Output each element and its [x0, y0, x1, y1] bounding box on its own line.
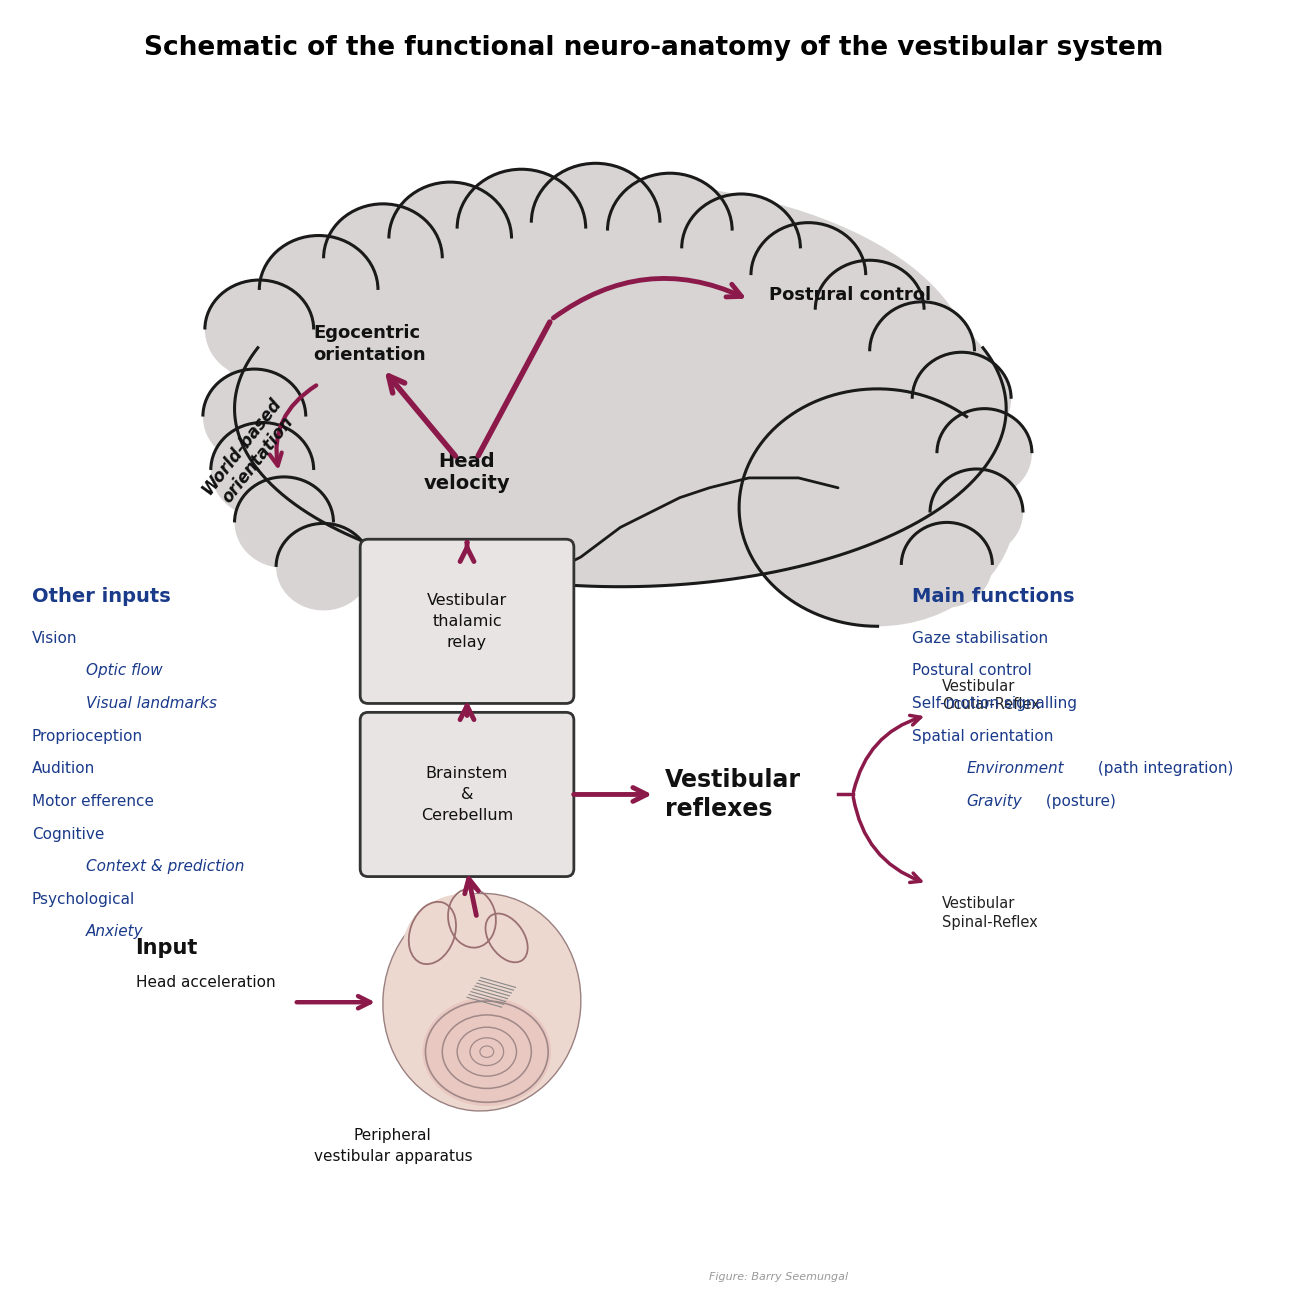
Text: Motor efference: Motor efference	[31, 794, 154, 808]
Ellipse shape	[203, 370, 306, 464]
Text: Vestibular
reflexes: Vestibular reflexes	[664, 768, 800, 821]
Text: Gaze stabilisation: Gaze stabilisation	[912, 631, 1048, 645]
Text: Egocentric
orientation: Egocentric orientation	[314, 324, 426, 364]
Text: Postural control: Postural control	[912, 663, 1032, 678]
Ellipse shape	[901, 522, 993, 607]
Text: Other inputs: Other inputs	[31, 588, 170, 606]
Text: Vestibular
Ocular-Reflex: Vestibular Ocular-Reflex	[942, 679, 1040, 712]
Text: Visual landmarks: Visual landmarks	[86, 696, 217, 710]
Text: Cognitive: Cognitive	[31, 827, 105, 841]
Ellipse shape	[607, 174, 732, 287]
Text: Gravity: Gravity	[967, 794, 1023, 808]
Ellipse shape	[276, 524, 371, 610]
Ellipse shape	[234, 477, 334, 568]
Text: Schematic of the functional neuro-anatomy of the vestibular system: Schematic of the functional neuro-anatom…	[144, 35, 1164, 60]
Text: Head acceleration: Head acceleration	[136, 976, 275, 990]
Ellipse shape	[422, 998, 551, 1106]
Text: Figure: Barry Seemungal: Figure: Barry Seemungal	[709, 1272, 848, 1282]
Ellipse shape	[912, 353, 1011, 445]
Text: Optic flow: Optic flow	[86, 663, 162, 678]
Ellipse shape	[531, 163, 661, 282]
Text: Audition: Audition	[31, 761, 95, 776]
FancyArrowPatch shape	[853, 797, 921, 883]
Text: Environment: Environment	[967, 761, 1065, 776]
FancyArrowPatch shape	[553, 278, 742, 317]
Text: (posture): (posture)	[1041, 794, 1116, 808]
Ellipse shape	[930, 469, 1023, 556]
Text: World-based
orientation: World-based orientation	[198, 394, 301, 512]
Text: Peripheral
vestibular apparatus: Peripheral vestibular apparatus	[314, 1127, 472, 1164]
Ellipse shape	[211, 423, 314, 517]
Text: Spatial orientation: Spatial orientation	[912, 729, 1053, 743]
Text: Input: Input	[136, 938, 198, 957]
FancyBboxPatch shape	[360, 539, 574, 704]
Text: Psychological: Psychological	[31, 892, 135, 906]
Ellipse shape	[681, 195, 800, 303]
Text: (path integration): (path integration)	[1093, 761, 1233, 776]
FancyArrowPatch shape	[479, 323, 549, 456]
Ellipse shape	[751, 222, 866, 328]
Ellipse shape	[739, 389, 1016, 627]
Ellipse shape	[870, 302, 974, 401]
FancyArrowPatch shape	[269, 385, 317, 466]
Ellipse shape	[323, 204, 442, 312]
Ellipse shape	[259, 235, 378, 345]
Ellipse shape	[403, 893, 531, 1002]
Ellipse shape	[230, 182, 972, 558]
Text: Main functions: Main functions	[912, 588, 1075, 606]
Ellipse shape	[205, 279, 314, 379]
Text: Postural control: Postural control	[769, 286, 931, 304]
FancyArrowPatch shape	[388, 376, 455, 456]
FancyArrowPatch shape	[853, 716, 921, 791]
Text: Vision: Vision	[31, 631, 77, 645]
Text: Vestibular
thalamic
relay: Vestibular thalamic relay	[426, 593, 508, 650]
Text: Context & prediction: Context & prediction	[86, 859, 245, 874]
Ellipse shape	[815, 260, 923, 359]
Text: Vestibular
Spinal-Reflex: Vestibular Spinal-Reflex	[942, 896, 1037, 930]
Text: Anxiety: Anxiety	[86, 925, 144, 939]
FancyBboxPatch shape	[360, 712, 574, 876]
Text: Head
velocity: Head velocity	[424, 452, 510, 492]
Ellipse shape	[388, 182, 511, 295]
Ellipse shape	[937, 409, 1032, 498]
Ellipse shape	[383, 893, 581, 1111]
Ellipse shape	[456, 170, 586, 287]
Text: Proprioception: Proprioception	[31, 729, 143, 743]
Ellipse shape	[234, 231, 1006, 586]
Text: Self-motion signalling: Self-motion signalling	[912, 696, 1078, 710]
Text: Brainstem
&
Cerebellum: Brainstem & Cerebellum	[421, 765, 513, 823]
